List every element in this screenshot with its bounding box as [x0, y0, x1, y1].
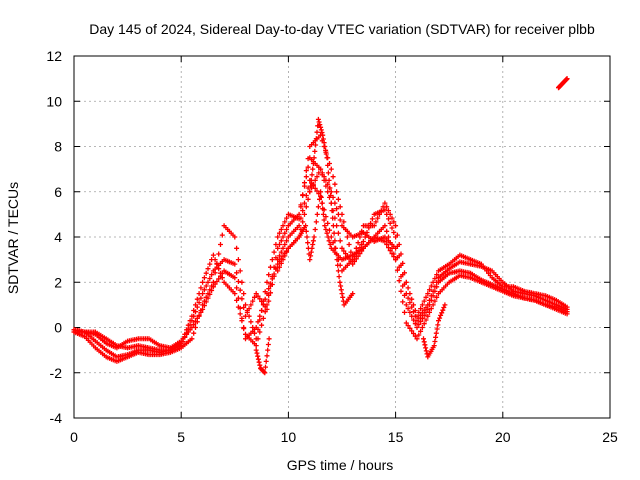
- series-F: [307, 116, 356, 308]
- x-tick-label: 5: [177, 429, 185, 445]
- series-markers-E: [275, 189, 399, 274]
- series-G: [421, 302, 448, 360]
- y-tick-label: 10: [46, 93, 62, 109]
- x-tick-label: 25: [602, 429, 618, 445]
- series-markers-H: [253, 336, 272, 376]
- y-axis-label: SDTVAR / TECUs: [5, 182, 21, 294]
- y-tick-label: 8: [54, 139, 62, 155]
- series-markers-B: [71, 177, 570, 360]
- y-tick-label: 4: [54, 229, 62, 245]
- y-tick-label: 12: [46, 48, 62, 64]
- series-B: [71, 177, 570, 360]
- series-I: [556, 76, 570, 91]
- y-tick-label: -4: [50, 410, 63, 426]
- x-tick-label: 15: [388, 429, 404, 445]
- series-markers-G: [421, 302, 448, 360]
- axis-ticks: 0 5 10 15 20 25 -4 -2 0 2 4 6 8 10 12: [46, 48, 618, 445]
- series-H: [253, 336, 272, 376]
- grid: [74, 56, 610, 418]
- data-points: [71, 76, 570, 376]
- series-E: [275, 189, 399, 274]
- y-tick-label: 0: [54, 320, 62, 336]
- series-A: [71, 155, 570, 353]
- chart-title: Day 145 of 2024, Sidereal Day-to-day VTE…: [89, 21, 595, 37]
- y-tick-label: 2: [54, 274, 62, 290]
- x-axis-label: GPS time / hours: [287, 457, 394, 473]
- x-tick-label: 20: [495, 429, 511, 445]
- y-tick-label: 6: [54, 184, 62, 200]
- y-tick-label: -2: [50, 365, 63, 381]
- series-markers-I: [556, 76, 570, 91]
- x-tick-label: 0: [70, 429, 78, 445]
- x-tick-label: 10: [281, 429, 297, 445]
- series-markers-F: [307, 116, 356, 308]
- series-markers-A: [71, 155, 570, 353]
